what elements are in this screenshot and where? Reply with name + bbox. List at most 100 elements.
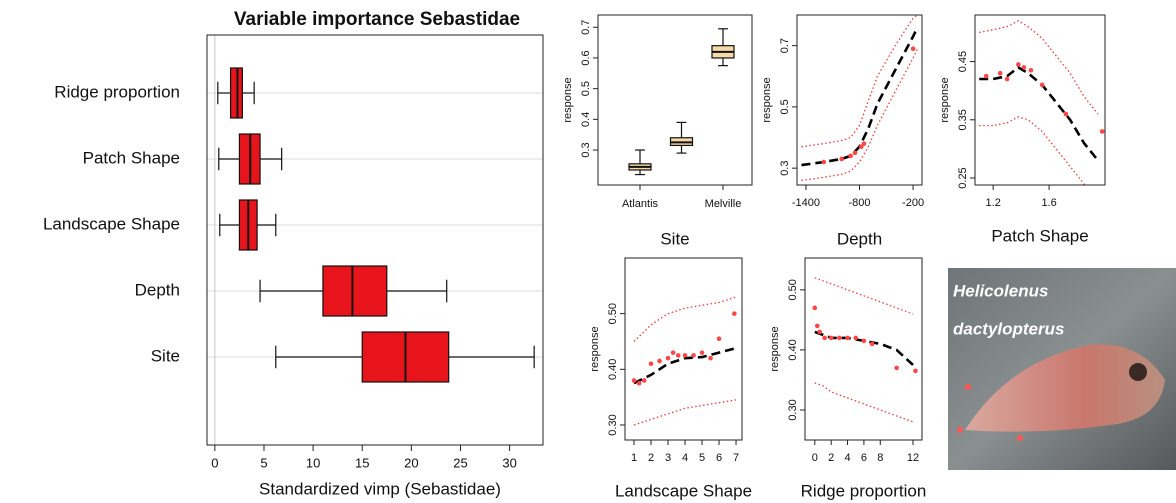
data-point	[858, 144, 864, 150]
data-point	[648, 361, 654, 367]
data-point	[845, 335, 850, 341]
box	[322, 265, 388, 317]
x-tick-label: 10	[306, 455, 320, 470]
plot-area	[979, 20, 1105, 185]
plot-frame	[796, 14, 923, 186]
data-point	[828, 335, 834, 341]
x-tick-label: 0	[812, 452, 818, 464]
photo: Helicolenus dactylopterus	[948, 268, 1176, 470]
x-axis-label: Ridge proportion	[801, 481, 927, 500]
x-tick-label: -1400	[792, 197, 820, 209]
chart-panel: 0.3 0.5 0.7 response -1400 -800 -200 Depth	[761, 14, 924, 248]
x-tick-label: Atlantis	[622, 198, 659, 210]
x-tick-label: 2	[648, 452, 654, 464]
y-tick-label: 0.5	[580, 81, 592, 96]
data-point	[853, 335, 859, 341]
category-label: Depth	[135, 280, 180, 299]
x-tick-label: 20	[404, 455, 418, 470]
data-point	[821, 159, 827, 165]
y-tick-label: 0.35	[957, 109, 969, 130]
data-point	[1039, 82, 1045, 88]
x-tick-label: 8	[877, 452, 883, 464]
x-tick-label: 7	[733, 452, 739, 464]
data-point	[1028, 68, 1034, 73]
plot-frame	[206, 34, 544, 446]
x-tick-label: 5	[699, 452, 705, 464]
category-label: Ridge proportion	[54, 82, 180, 101]
x-axis-label: Patch Shape	[991, 226, 1088, 245]
data-point	[837, 335, 842, 341]
data-point	[812, 305, 818, 311]
x-tick-label: -800	[848, 197, 870, 209]
fish-eye	[1129, 363, 1147, 381]
chart-title: Variable importance Sebastidae	[234, 9, 520, 30]
data-point	[1021, 65, 1027, 70]
confidence-band	[979, 116, 1086, 185]
data-point	[817, 329, 823, 335]
data-point	[839, 156, 844, 162]
data-point	[636, 380, 642, 386]
x-tick-label: 0	[211, 455, 218, 470]
data-point	[913, 368, 918, 374]
data-point	[657, 358, 662, 364]
y-axis-label: response	[589, 326, 601, 371]
y-tick-label: 0.3	[779, 161, 791, 176]
y-tick-label: 0.5	[779, 99, 791, 114]
x-tick-label: 6	[716, 452, 722, 464]
chart-panel: Variable importance Sebastidae 0 5 10 15 20 25…	[43, 9, 544, 498]
x-tick-label: 4	[844, 452, 850, 464]
plot-area	[812, 277, 918, 423]
data-point	[848, 153, 853, 159]
y-axis-label: response	[939, 77, 951, 122]
laser-dot	[957, 427, 963, 433]
x-tick-label: 3	[665, 452, 671, 464]
chart-panel: 0.30 0.40 0.50 response 1 2 3 4 5 6 7 Landscape Sha…	[589, 257, 752, 500]
plot-frame	[624, 257, 743, 441]
y-tick-label: 0.40	[787, 339, 799, 360]
data-point	[641, 378, 647, 383]
y-tick-label: 0.45	[957, 51, 969, 72]
data-point	[708, 355, 713, 361]
data-point	[861, 141, 867, 146]
data-point	[1004, 76, 1010, 82]
data-point	[699, 350, 705, 355]
laser-dot	[1017, 435, 1023, 441]
data-point	[983, 73, 989, 79]
data-point	[869, 341, 875, 347]
y-tick-label: 0.40	[607, 359, 619, 380]
x-tick-label: 1.6	[1041, 197, 1056, 209]
x-tick-label: 12	[907, 452, 919, 464]
y-tick-label: 0.7	[779, 38, 791, 53]
data-point	[894, 365, 899, 371]
data-point	[1099, 129, 1105, 134]
x-tick-label: 4	[682, 452, 688, 464]
species-name: Helicolenus	[953, 281, 1048, 300]
x-axis-label: Site	[660, 229, 689, 248]
chart-panel: 0.3 0.4 0.5 0.6 0.7 response Atlantis Melville S…	[562, 14, 753, 248]
y-tick-label: 0.50	[607, 303, 619, 324]
data-point	[861, 338, 867, 344]
y-axis-label: response	[769, 326, 781, 371]
plot-area	[631, 296, 737, 426]
y-axis-label: response	[562, 77, 574, 122]
confidence-band	[801, 48, 919, 182]
x-tick-label: 2	[828, 452, 834, 464]
data-point	[670, 350, 676, 355]
chart-panel: 0.30 0.40 0.50 response 0 2 4 6 8 12 Ridge proport…	[769, 257, 927, 500]
plot-frame	[974, 14, 1106, 186]
chart-panel: 0.25 0.35 0.45 response 1.2 1.6 Patch Shape	[939, 14, 1106, 245]
confidence-band	[814, 277, 914, 315]
data-point	[675, 353, 681, 358]
x-axis-label: Landscape Shape	[615, 481, 752, 500]
confidence-band	[633, 399, 737, 426]
category-label: Site	[151, 346, 180, 365]
plot-frame	[804, 257, 923, 441]
y-tick-label: 0.4	[580, 112, 592, 127]
x-tick-label: Melville	[705, 198, 742, 210]
x-tick-label: 1.2	[986, 197, 1001, 209]
data-point	[631, 378, 637, 383]
x-tick-label: 6	[861, 452, 867, 464]
y-tick-label: 0.25	[957, 167, 969, 188]
x-axis-label: Standardized vimp (Sebastidae)	[259, 479, 501, 498]
